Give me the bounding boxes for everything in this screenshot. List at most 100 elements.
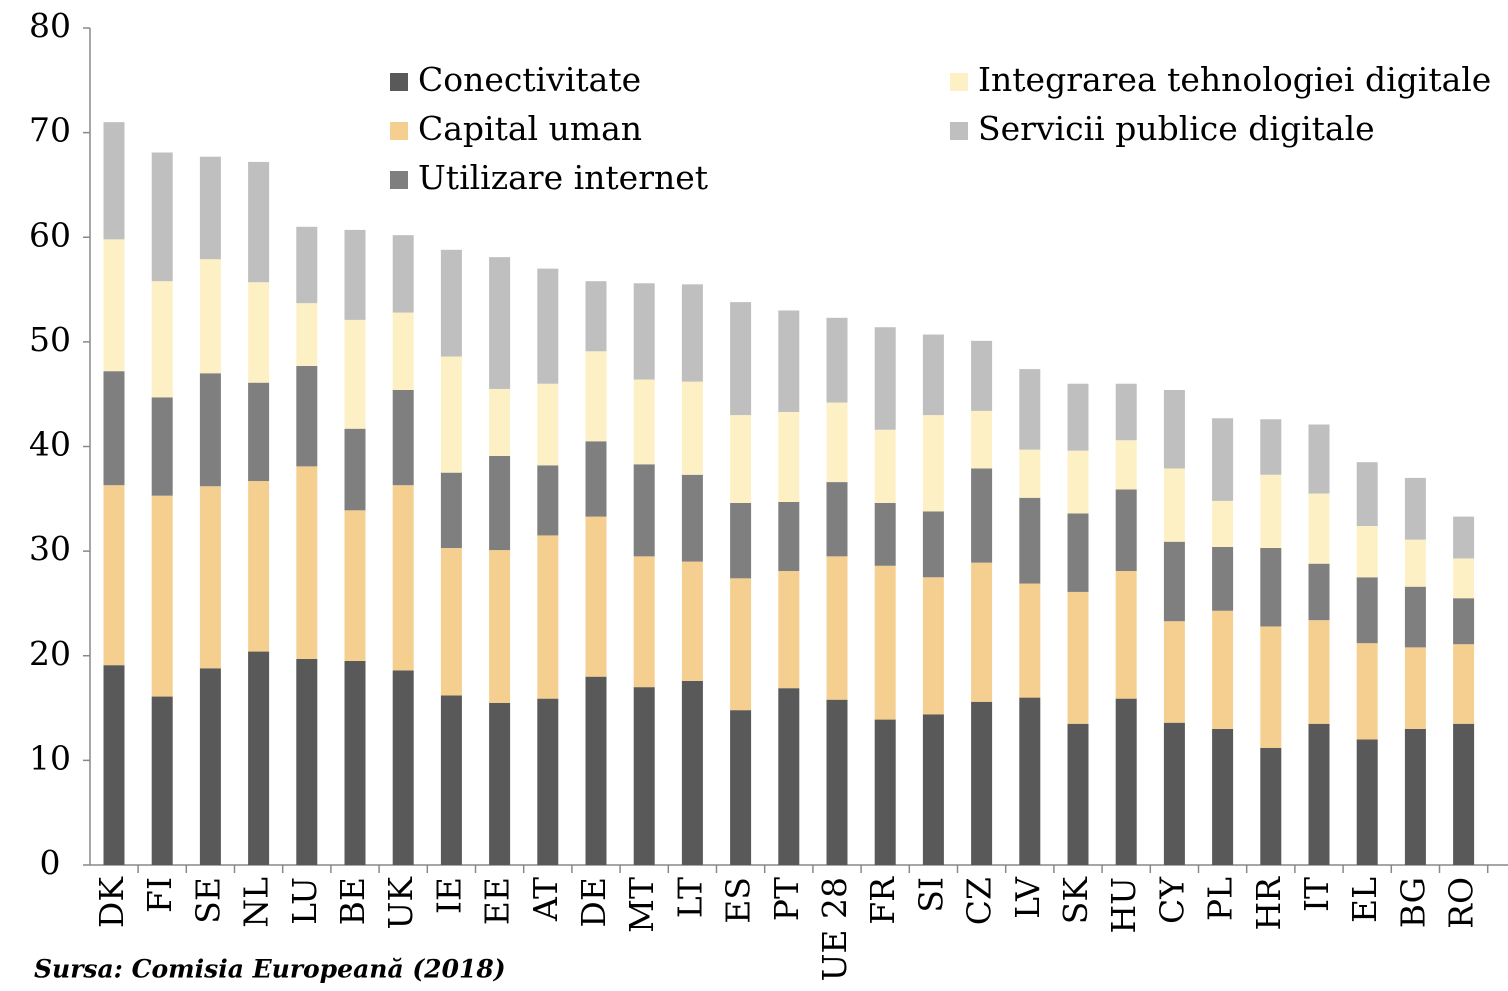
- bar-segment: [778, 411, 800, 502]
- bar-segment: [1019, 497, 1041, 584]
- bar-segment: [440, 472, 462, 548]
- bar-segment: [1356, 526, 1378, 578]
- bar-segment: [199, 486, 221, 669]
- bar-segment: [922, 334, 944, 416]
- legend-label: Capital uman: [418, 109, 642, 148]
- bar-segment: [826, 402, 848, 483]
- bar-segment: [681, 381, 703, 475]
- bar-segment: [103, 371, 125, 486]
- x-tick-label: CY: [1152, 876, 1191, 924]
- bar-segment: [633, 464, 655, 557]
- bar-segment: [1019, 697, 1041, 865]
- bar-segment: [1356, 577, 1378, 644]
- bar-segment: [103, 239, 125, 372]
- bar-segment: [1453, 644, 1475, 724]
- bar-segment: [971, 410, 993, 469]
- bar-segment: [344, 428, 366, 511]
- bar-segment: [537, 465, 559, 536]
- bar-segment: [151, 152, 173, 282]
- y-tick-label: 0: [40, 843, 61, 882]
- bar-segment: [585, 516, 607, 677]
- bar-segment: [1067, 591, 1089, 724]
- source: Sursa: Comisia Europeană (2018): [34, 955, 506, 984]
- bar-segment: [344, 660, 366, 865]
- x-tick-label: DK: [92, 876, 131, 928]
- bar-segment: [1212, 610, 1234, 729]
- bar-segment: [1260, 547, 1282, 627]
- bar-segment: [1115, 440, 1137, 490]
- bar-segment: [681, 680, 703, 865]
- bar-segment: [199, 156, 221, 260]
- legend-swatch: [950, 73, 968, 91]
- bar-segment: [826, 556, 848, 700]
- bar-segment: [344, 319, 366, 429]
- bar-segment: [1260, 626, 1282, 748]
- x-tick-label: IE: [429, 877, 468, 914]
- bar-segment: [971, 701, 993, 865]
- x-tick-label: NL: [237, 877, 276, 928]
- bar-segment: [1260, 747, 1282, 865]
- bar-segment: [103, 122, 125, 240]
- bar-segment: [392, 390, 414, 486]
- bar-segment: [1067, 383, 1089, 451]
- bar-segment: [151, 696, 173, 865]
- bar-segment: [1260, 419, 1282, 475]
- bar-segment: [1115, 383, 1137, 441]
- bar-segment: [1453, 598, 1475, 645]
- bar-segment: [489, 550, 511, 703]
- bar-segment: [440, 547, 462, 696]
- bar-segment: [1404, 586, 1426, 648]
- bar-segment: [1308, 493, 1330, 564]
- bar-segment: [344, 229, 366, 320]
- legend-swatch: [950, 122, 968, 140]
- x-tick-label: HU: [1104, 877, 1143, 934]
- x-tick-label: LT: [670, 877, 709, 918]
- bar-segment: [874, 429, 896, 503]
- x-tick-label: PT: [767, 877, 806, 921]
- y-tick-label: 80: [29, 6, 71, 45]
- bar-segment: [248, 651, 270, 865]
- bar-segment: [1212, 500, 1234, 547]
- bar-segment: [489, 702, 511, 865]
- bar-segment: [681, 561, 703, 681]
- bar-segment: [103, 485, 125, 666]
- y-tick-label: 30: [29, 529, 71, 568]
- bar-segment: [585, 281, 607, 352]
- bar-segment: [730, 578, 752, 711]
- bar-segment: [537, 535, 559, 699]
- x-tick-label: PL: [1201, 877, 1240, 921]
- bar-segment: [537, 383, 559, 466]
- bar-segment: [730, 302, 752, 416]
- bar-segment: [1404, 539, 1426, 587]
- bar-segment: [922, 714, 944, 865]
- x-tick-label: LV: [1008, 876, 1047, 919]
- bar-segment: [537, 698, 559, 865]
- bar-segment: [1308, 563, 1330, 621]
- x-tick-label: FI: [140, 877, 179, 913]
- bar-segment: [633, 687, 655, 865]
- bar-segment: [248, 382, 270, 482]
- bar-segment: [778, 688, 800, 865]
- bar-segment: [826, 482, 848, 557]
- legend-swatch: [390, 122, 408, 140]
- bar-segment: [633, 379, 655, 465]
- bar-segment: [1404, 647, 1426, 729]
- x-tick-label: ES: [719, 877, 758, 924]
- legend-label: Servicii publice digitale: [978, 109, 1375, 148]
- bar-segment: [874, 327, 896, 430]
- bar-segment: [874, 502, 896, 566]
- bar-segment: [1260, 474, 1282, 548]
- bar-segment: [585, 351, 607, 442]
- bar-segment: [778, 571, 800, 689]
- y-tick-label: 60: [29, 215, 71, 254]
- x-tick-label: UE 28: [815, 877, 854, 981]
- bar-segment: [440, 356, 462, 473]
- bar-segment: [922, 577, 944, 715]
- bar-segment: [971, 562, 993, 702]
- x-tick-label: BG: [1393, 877, 1432, 928]
- bar-segment: [489, 257, 511, 389]
- bar-segment: [874, 565, 896, 720]
- x-tick-label: FR: [863, 876, 902, 925]
- x-tick-label: EL: [1345, 877, 1384, 923]
- x-tick-label: UK: [381, 876, 420, 930]
